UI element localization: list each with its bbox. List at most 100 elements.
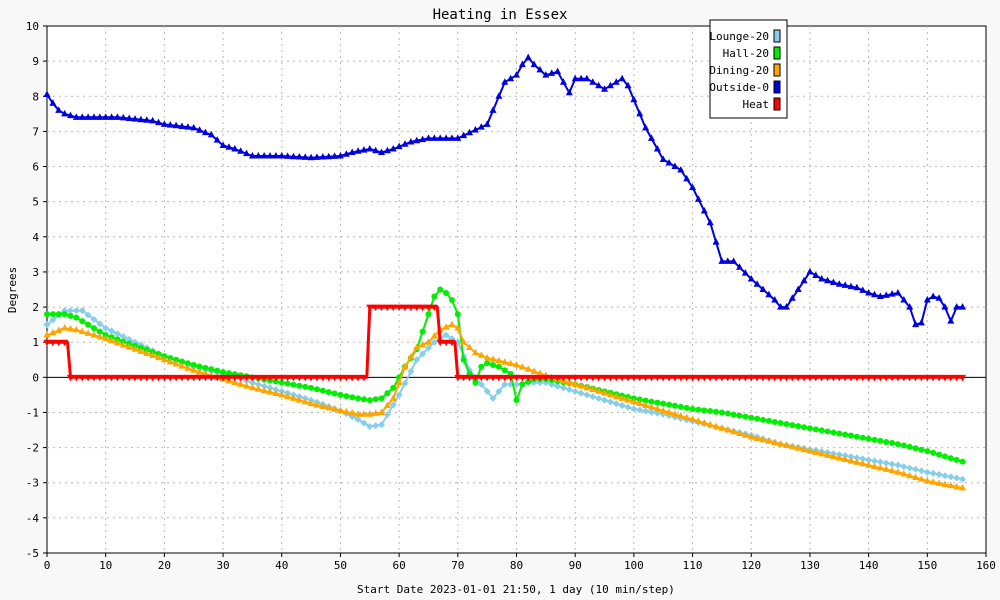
- data-point: [72, 113, 80, 120]
- data-point: [90, 325, 97, 332]
- data-point: [694, 417, 702, 424]
- data-point: [642, 407, 650, 415]
- data-point: [759, 285, 767, 292]
- data-point: [565, 378, 573, 386]
- data-point: [648, 398, 655, 405]
- data-point: [137, 374, 145, 382]
- data-point: [43, 339, 51, 347]
- data-point: [683, 404, 690, 411]
- data-point: [771, 418, 778, 425]
- data-point: [466, 128, 474, 136]
- data-point: [906, 464, 914, 472]
- y-tick-label: 5: [32, 196, 39, 209]
- data-point: [78, 113, 86, 120]
- data-point: [196, 363, 203, 370]
- data-point: [425, 311, 432, 318]
- data-point: [525, 378, 532, 385]
- data-point: [801, 424, 808, 431]
- data-point: [172, 121, 180, 129]
- data-point: [665, 159, 673, 166]
- data-point: [706, 374, 714, 382]
- data-point: [507, 359, 515, 367]
- data-point: [220, 369, 227, 376]
- data-point: [495, 92, 503, 99]
- data-point: [119, 374, 127, 382]
- data-point: [947, 473, 955, 481]
- data-point: [166, 357, 174, 365]
- data-point: [243, 382, 251, 389]
- data-point: [759, 435, 767, 443]
- data-point: [190, 366, 198, 373]
- data-point: [389, 304, 397, 312]
- data-point: [490, 362, 497, 369]
- y-tick-label: 10: [26, 20, 39, 33]
- data-point: [137, 347, 145, 354]
- data-point: [812, 426, 819, 433]
- data-point: [419, 328, 426, 335]
- data-point: [618, 394, 626, 401]
- data-point: [196, 374, 204, 382]
- data-point: [431, 293, 438, 300]
- data-point: [847, 456, 855, 464]
- data-point: [430, 134, 438, 141]
- data-point: [689, 374, 697, 382]
- y-tick-label: 6: [32, 161, 39, 174]
- data-point: [806, 447, 814, 454]
- data-point: [49, 328, 57, 336]
- data-point: [336, 374, 344, 382]
- data-point: [959, 484, 967, 491]
- data-point: [818, 449, 826, 457]
- data-point: [85, 321, 92, 328]
- data-point: [260, 382, 268, 390]
- data-point: [237, 380, 245, 387]
- data-point: [166, 374, 174, 382]
- data-point: [700, 207, 708, 214]
- data-point: [331, 152, 339, 159]
- data-point: [401, 304, 409, 312]
- data-point: [900, 442, 907, 449]
- data-point: [78, 327, 86, 335]
- data-point: [906, 374, 914, 382]
- data-point: [477, 374, 485, 382]
- data-point: [61, 324, 69, 331]
- data-point: [401, 379, 409, 387]
- data-point: [102, 334, 110, 342]
- data-point: [137, 115, 145, 123]
- data-point: [90, 331, 98, 338]
- data-point: [84, 113, 92, 120]
- legend-swatch: [773, 63, 781, 77]
- data-point: [302, 383, 309, 390]
- data-point: [624, 81, 632, 89]
- data-point: [683, 413, 691, 421]
- data-point: [395, 142, 403, 150]
- legend: Lounge-20 Hall-20 Dining-20 Outside-0 Heat: [709, 19, 788, 119]
- data-point: [319, 387, 326, 394]
- data-point: [419, 350, 427, 358]
- legend-label: Dining-20: [709, 64, 769, 77]
- data-point: [865, 289, 873, 296]
- data-point: [284, 152, 292, 159]
- x-tick-label: 80: [510, 559, 523, 572]
- data-point: [836, 430, 843, 437]
- data-point: [929, 478, 937, 485]
- data-point: [201, 374, 209, 382]
- data-point: [589, 78, 597, 85]
- data-point: [55, 311, 62, 318]
- data-point: [794, 285, 802, 292]
- data-point: [806, 374, 814, 382]
- series-heat: [43, 304, 967, 382]
- data-point: [501, 380, 509, 388]
- data-point: [73, 314, 80, 321]
- data-point: [888, 374, 896, 382]
- data-point: [853, 374, 861, 382]
- data-point: [61, 109, 69, 117]
- data-point: [747, 433, 755, 440]
- data-point: [254, 374, 262, 382]
- data-point: [548, 69, 556, 76]
- data-point: [571, 380, 579, 387]
- data-point: [260, 151, 268, 159]
- data-point: [313, 401, 321, 408]
- x-tick-label: 0: [44, 559, 51, 572]
- data-point: [472, 379, 479, 386]
- data-point: [630, 95, 638, 103]
